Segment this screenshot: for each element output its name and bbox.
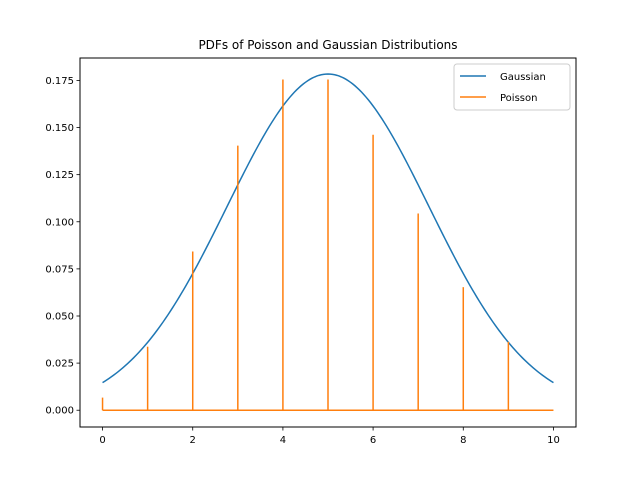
y-tick-label: 0.000 xyxy=(45,406,74,417)
x-tick-label: 4 xyxy=(280,435,286,446)
legend: Gaussian Poisson xyxy=(453,63,571,111)
y-tick-label: 0.125 xyxy=(45,170,74,181)
x-tick-label: 6 xyxy=(370,435,376,446)
y-tick-label: 0.150 xyxy=(45,123,74,134)
x-tick-label: 8 xyxy=(460,435,466,446)
y-tick-label: 0.025 xyxy=(45,359,74,370)
x-tick-label: 10 xyxy=(547,435,560,446)
y-tick-label: 0.050 xyxy=(45,311,74,322)
x-tick-label: 0 xyxy=(99,435,105,446)
legend-label-poisson: Poisson xyxy=(500,93,537,104)
x-axis: 0 2 4 6 8 10 xyxy=(99,427,560,446)
plot-frame xyxy=(79,57,577,428)
legend-label-gaussian: Gaussian xyxy=(500,72,546,83)
y-tick-label: 0.075 xyxy=(45,264,74,275)
chart-title: PDFs of Poisson and Gaussian Distributio… xyxy=(198,38,457,52)
gaussian-series-line xyxy=(102,73,554,384)
y-tick-label: 0.175 xyxy=(45,76,74,87)
y-tick-label: 0.100 xyxy=(45,217,74,228)
y-axis: 0.000 0.025 0.050 0.075 0.100 0.125 0.150 0.175 xyxy=(45,76,80,417)
x-tick-label: 2 xyxy=(190,435,196,446)
plot-area xyxy=(101,73,554,411)
